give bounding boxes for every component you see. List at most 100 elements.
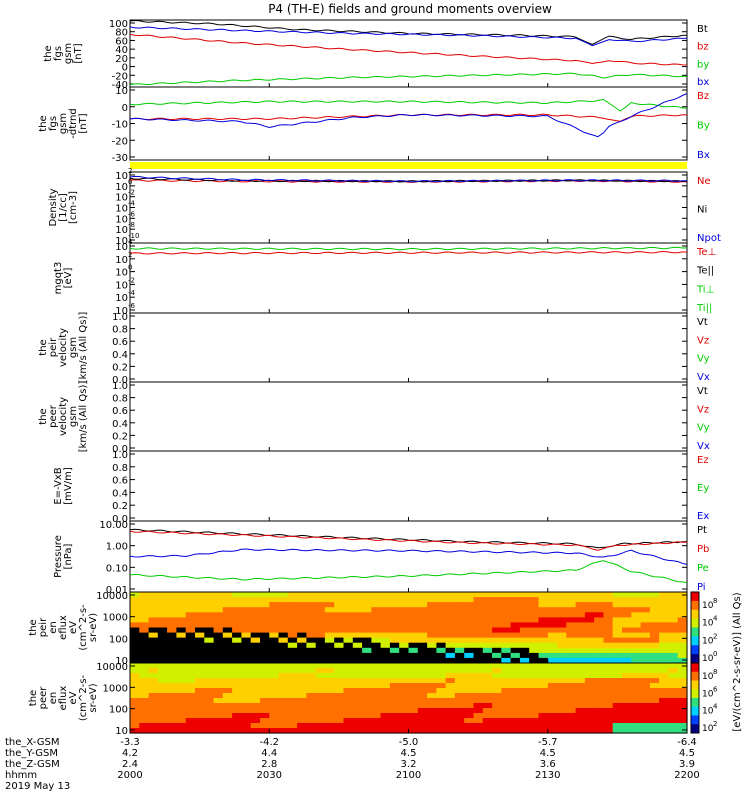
spectrogram-cell [371,607,382,613]
spectrogram-cell [185,728,196,734]
spectrogram-cell [232,652,242,659]
legend-entry: Pt [697,525,707,536]
spectrogram-cell [204,723,215,729]
spectrogram-cell [417,632,428,639]
spectrogram-cell [222,673,233,679]
spectrogram-cell [417,592,428,598]
series-line-Pe [129,560,688,584]
spectrogram-cell [622,678,632,684]
y-tick-label: 0.4 [112,488,128,499]
spectrogram-cell [241,592,252,598]
spectrogram-cell [139,698,150,704]
y-tick-label: 10 [115,306,128,317]
spectrogram-cell [612,683,623,689]
spectrogram-cell [389,632,400,639]
spectrogram-cell [427,698,437,704]
y-axis-label: [nT] [78,113,89,133]
spectrogram-cell [204,678,215,684]
colorbar-band [691,663,699,673]
spectrogram-cell [148,607,159,613]
spectrogram-cell [297,657,307,664]
spectrogram-cell [492,632,502,639]
spectrogram-cell [269,627,280,634]
spectrogram-cell [278,723,289,729]
spectrogram-cell [482,718,493,724]
spectrogram-cell [492,713,502,719]
spectrogram-cell [297,678,307,684]
spectrogram-cell [213,652,224,659]
spectrogram-cell [603,688,614,694]
spectrogram-cell [649,728,660,734]
spectrogram-cell [297,607,307,613]
spectrogram-cell [631,637,642,644]
spectrogram-cell [427,647,437,654]
spectrogram-cell [260,612,270,618]
y-tick-label: -20 [112,136,128,147]
spectrogram-cell [473,592,484,598]
spectrogram-cell [454,597,465,603]
spectrogram-cell [566,688,577,694]
spectrogram-cell [557,718,567,724]
x-tick-z: 3.2 [401,759,417,770]
spectrogram-cell [612,663,623,669]
spectrogram-cell [278,592,289,598]
spectrogram-cell [575,592,586,598]
spectrogram-cell [631,622,642,629]
spectrogram-cell [343,688,354,694]
spectrogram-cell [334,627,345,634]
spectrogram-cell [538,723,549,729]
spectrogram-cell [399,718,410,724]
spectrogram-cell [399,602,410,608]
spectrogram-cell [195,642,205,649]
spectrogram-cell [584,637,595,644]
spectrogram-cell [130,632,140,639]
spectrogram-cell [640,723,651,729]
spectrogram-cell [510,597,521,603]
spectrogram-cell [640,708,651,714]
spectrogram-cell [315,678,326,684]
spectrogram-cell [482,663,493,669]
spectrogram-cell [204,728,215,734]
spectrogram-cell [659,592,669,598]
spectrogram-cell [631,597,642,603]
spectrogram-cell [436,703,447,709]
spectrogram-cell [427,607,437,613]
spectrogram-cell [584,673,595,679]
spectrogram-cell [445,688,456,694]
y-tick-label: 1.00 [106,542,128,553]
spectrogram-cell [584,708,595,714]
spectrogram-cell [445,678,456,684]
spectrogram-cell [547,673,558,679]
spectrogram-cell [380,678,391,684]
spectrogram-cell [612,622,623,629]
spectrogram-cell [603,723,614,729]
spectrogram-cell [185,627,196,634]
y-axis-label: peer [48,404,59,428]
spectrogram-cell [594,703,605,709]
spectrogram-cell [185,718,196,724]
spectrogram-cell [510,607,521,613]
spectrogram-cell [603,637,614,644]
colorbar-tick-label: 10 [702,707,714,717]
spectrogram-cell [408,607,419,613]
colorbar-band [691,627,699,637]
spectrogram-cell [204,668,215,674]
spectrogram-cell [538,673,549,679]
spectrogram-cell [603,718,614,724]
spectrogram-cell [176,612,187,618]
spectrogram-cell [482,652,493,659]
spectrogram-cell [445,652,456,659]
spectrogram-cell [677,622,688,629]
spectrogram-cell [557,683,567,689]
spectrogram-cell [362,683,372,689]
spectrogram-cell [492,612,502,618]
spectrogram-cell [631,607,642,613]
spectrogram-cell [324,622,335,629]
spectrogram-cell [622,728,632,734]
spectrogram-cell [436,602,447,608]
spectrogram-cell [529,723,540,729]
x-axis-row-label: hhmm [5,770,37,781]
spectrogram-cell [603,642,614,649]
